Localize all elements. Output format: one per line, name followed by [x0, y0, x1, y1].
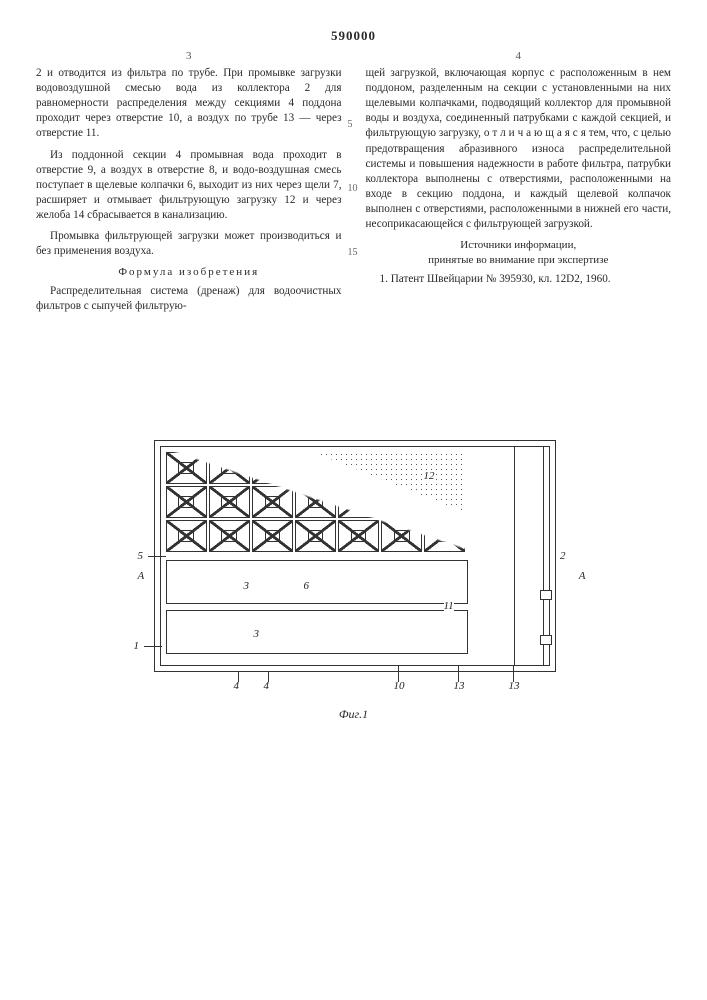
line-num-15: 15: [348, 246, 358, 260]
branch-pipe: [540, 635, 552, 645]
fig-label-13: 13: [454, 680, 465, 692]
fig-label-13: 13: [509, 680, 520, 692]
line-num-10: 10: [348, 182, 358, 196]
leader-line: [148, 556, 166, 557]
page-num-left: 3: [186, 50, 192, 62]
leader-line: [513, 666, 514, 682]
tray-section: [166, 610, 468, 654]
tray-section: [166, 560, 468, 604]
figure-caption: Фиг.1: [114, 707, 594, 722]
formula-heading: Формула изобретения: [36, 265, 342, 280]
left-p3: Промывка фильтрующей загрузки может прои…: [36, 229, 342, 259]
fig-label-12: 12: [424, 470, 435, 482]
fig-label-3: 3: [244, 580, 250, 592]
leader-line: [268, 672, 269, 682]
right-p1: щей загрузкой, включающая корпус с распо…: [366, 66, 672, 232]
left-p1: 2 и отводится из фильтра по трубе. При п…: [36, 66, 342, 142]
sources-heading: Источники информации, принятые во вниман…: [366, 238, 672, 268]
right-column: 5 10 15 щей загрузкой, включающая корпус…: [366, 66, 672, 320]
fig-label-5: 5: [138, 550, 144, 562]
line-num-5: 5: [348, 118, 353, 132]
branch-pipe: [540, 590, 552, 600]
left-p2: Из поддонной секции 4 промывная вода про…: [36, 148, 342, 224]
figure-1: 1 2 3 3 4 4 5 6 10 11 12 13 13 A A Фиг.1: [114, 440, 594, 720]
leader-line: [144, 646, 162, 647]
fig-label-10: 10: [394, 680, 405, 692]
fig-label-1: 1: [134, 640, 140, 652]
fig-label-6: 6: [304, 580, 310, 592]
leader-line: [238, 672, 239, 682]
fig-label-A: A: [138, 570, 145, 582]
left-p4: Распределительная система (дренаж) для в…: [36, 284, 342, 314]
left-column: 2 и отводится из фильтра по трубе. При п…: [36, 66, 342, 320]
document-number: 590000: [36, 28, 671, 44]
right-p2: 1. Патент Швейцарии № 395930, кл. 12D2, …: [366, 272, 672, 287]
figure-container: 1 2 3 3 4 4 5 6 10 11 12 13 13 A A Фиг.1: [36, 440, 671, 720]
fig-label-3: 3: [254, 628, 260, 640]
text-columns: 2 и отводится из фильтра по трубе. При п…: [36, 66, 671, 320]
leader-line: [458, 666, 459, 682]
page-numbers: 3 4: [36, 50, 671, 62]
fig-label-2: 2: [560, 550, 566, 562]
leader-line: [398, 666, 399, 682]
fig-label-A: A: [579, 570, 586, 582]
fig-label-11: 11: [444, 600, 454, 612]
collector: [514, 446, 544, 666]
page-num-right: 4: [516, 50, 522, 62]
